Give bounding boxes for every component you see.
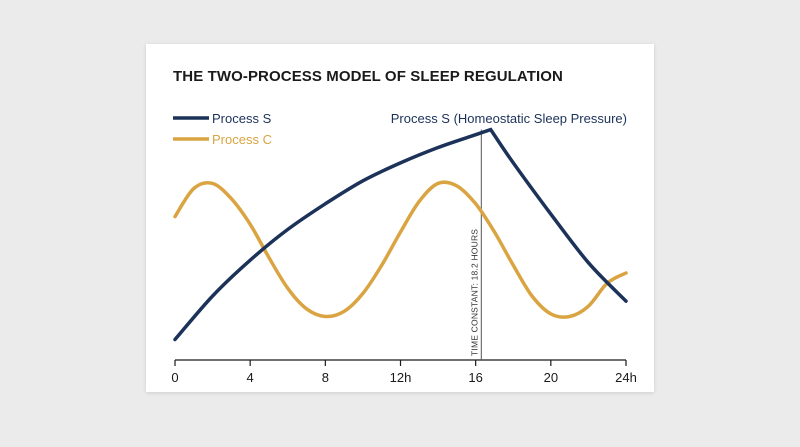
x-tick-label: 16 — [468, 370, 482, 385]
x-tick-label: 4 — [247, 370, 254, 385]
series-line-process-s — [173, 127, 628, 342]
x-tick-label: 8 — [322, 370, 329, 385]
legend-label-process-s: Process S — [212, 111, 272, 126]
legend-label-process-c: Process C — [212, 132, 272, 147]
x-tick-label: 12h — [390, 370, 412, 385]
x-tick-label: 24h — [615, 370, 637, 385]
x-tick-label: 0 — [171, 370, 178, 385]
chart-card: THE TWO-PROCESS MODEL OF SLEEP REGULATIO… — [146, 44, 654, 392]
process-s-annotation: Process S (Homeostatic Sleep Pressure) — [391, 111, 627, 126]
legend: Process S Process C — [173, 111, 272, 147]
chart-title: THE TWO-PROCESS MODEL OF SLEEP REGULATIO… — [173, 68, 563, 85]
series-line-process-c — [173, 180, 628, 319]
x-tick-label: 20 — [544, 370, 558, 385]
x-axis-ticks: 0 4 8 12h 16 20 24h — [171, 360, 637, 385]
chart-svg: THE TWO-PROCESS MODEL OF SLEEP REGULATIO… — [171, 68, 637, 385]
time-constant-label: TIME CONSTANT: 18.2 HOURS — [469, 229, 479, 356]
plot-area: TIME CONSTANT: 18.2 HOURS — [173, 127, 628, 361]
